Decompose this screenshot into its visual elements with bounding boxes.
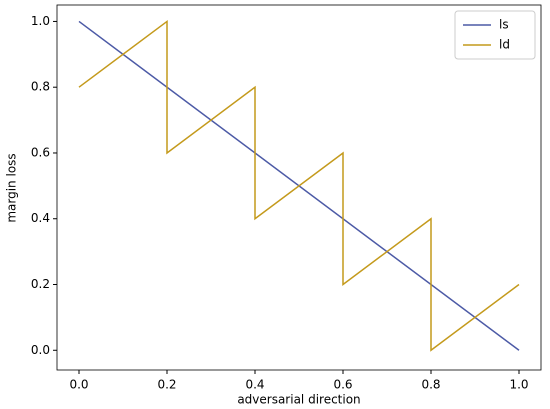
x-tick-label: 0.6 xyxy=(333,378,352,392)
x-axis-label: adversarial direction xyxy=(237,393,360,407)
x-tick-label: 1.0 xyxy=(509,378,528,392)
y-tick-label: 0.6 xyxy=(31,145,50,159)
y-tick-label: 0.0 xyxy=(31,343,50,357)
y-tick-label: 0.4 xyxy=(31,211,50,225)
y-tick-label: 0.2 xyxy=(31,277,50,291)
series-line xyxy=(78,19,520,352)
y-axis-label: margin loss xyxy=(5,153,19,222)
legend-box xyxy=(454,10,536,60)
x-tick-label: 0.4 xyxy=(245,378,264,392)
legend-label: ls xyxy=(499,18,509,32)
x-tick-label: 0.2 xyxy=(157,378,176,392)
y-tick-label: 1.0 xyxy=(31,14,50,28)
plot-frame xyxy=(56,4,542,371)
y-tick-label: 0.8 xyxy=(31,80,50,94)
x-tick-label: 0.0 xyxy=(69,378,88,392)
legend-label: ld xyxy=(499,38,510,52)
x-tick-label: 0.8 xyxy=(421,378,440,392)
